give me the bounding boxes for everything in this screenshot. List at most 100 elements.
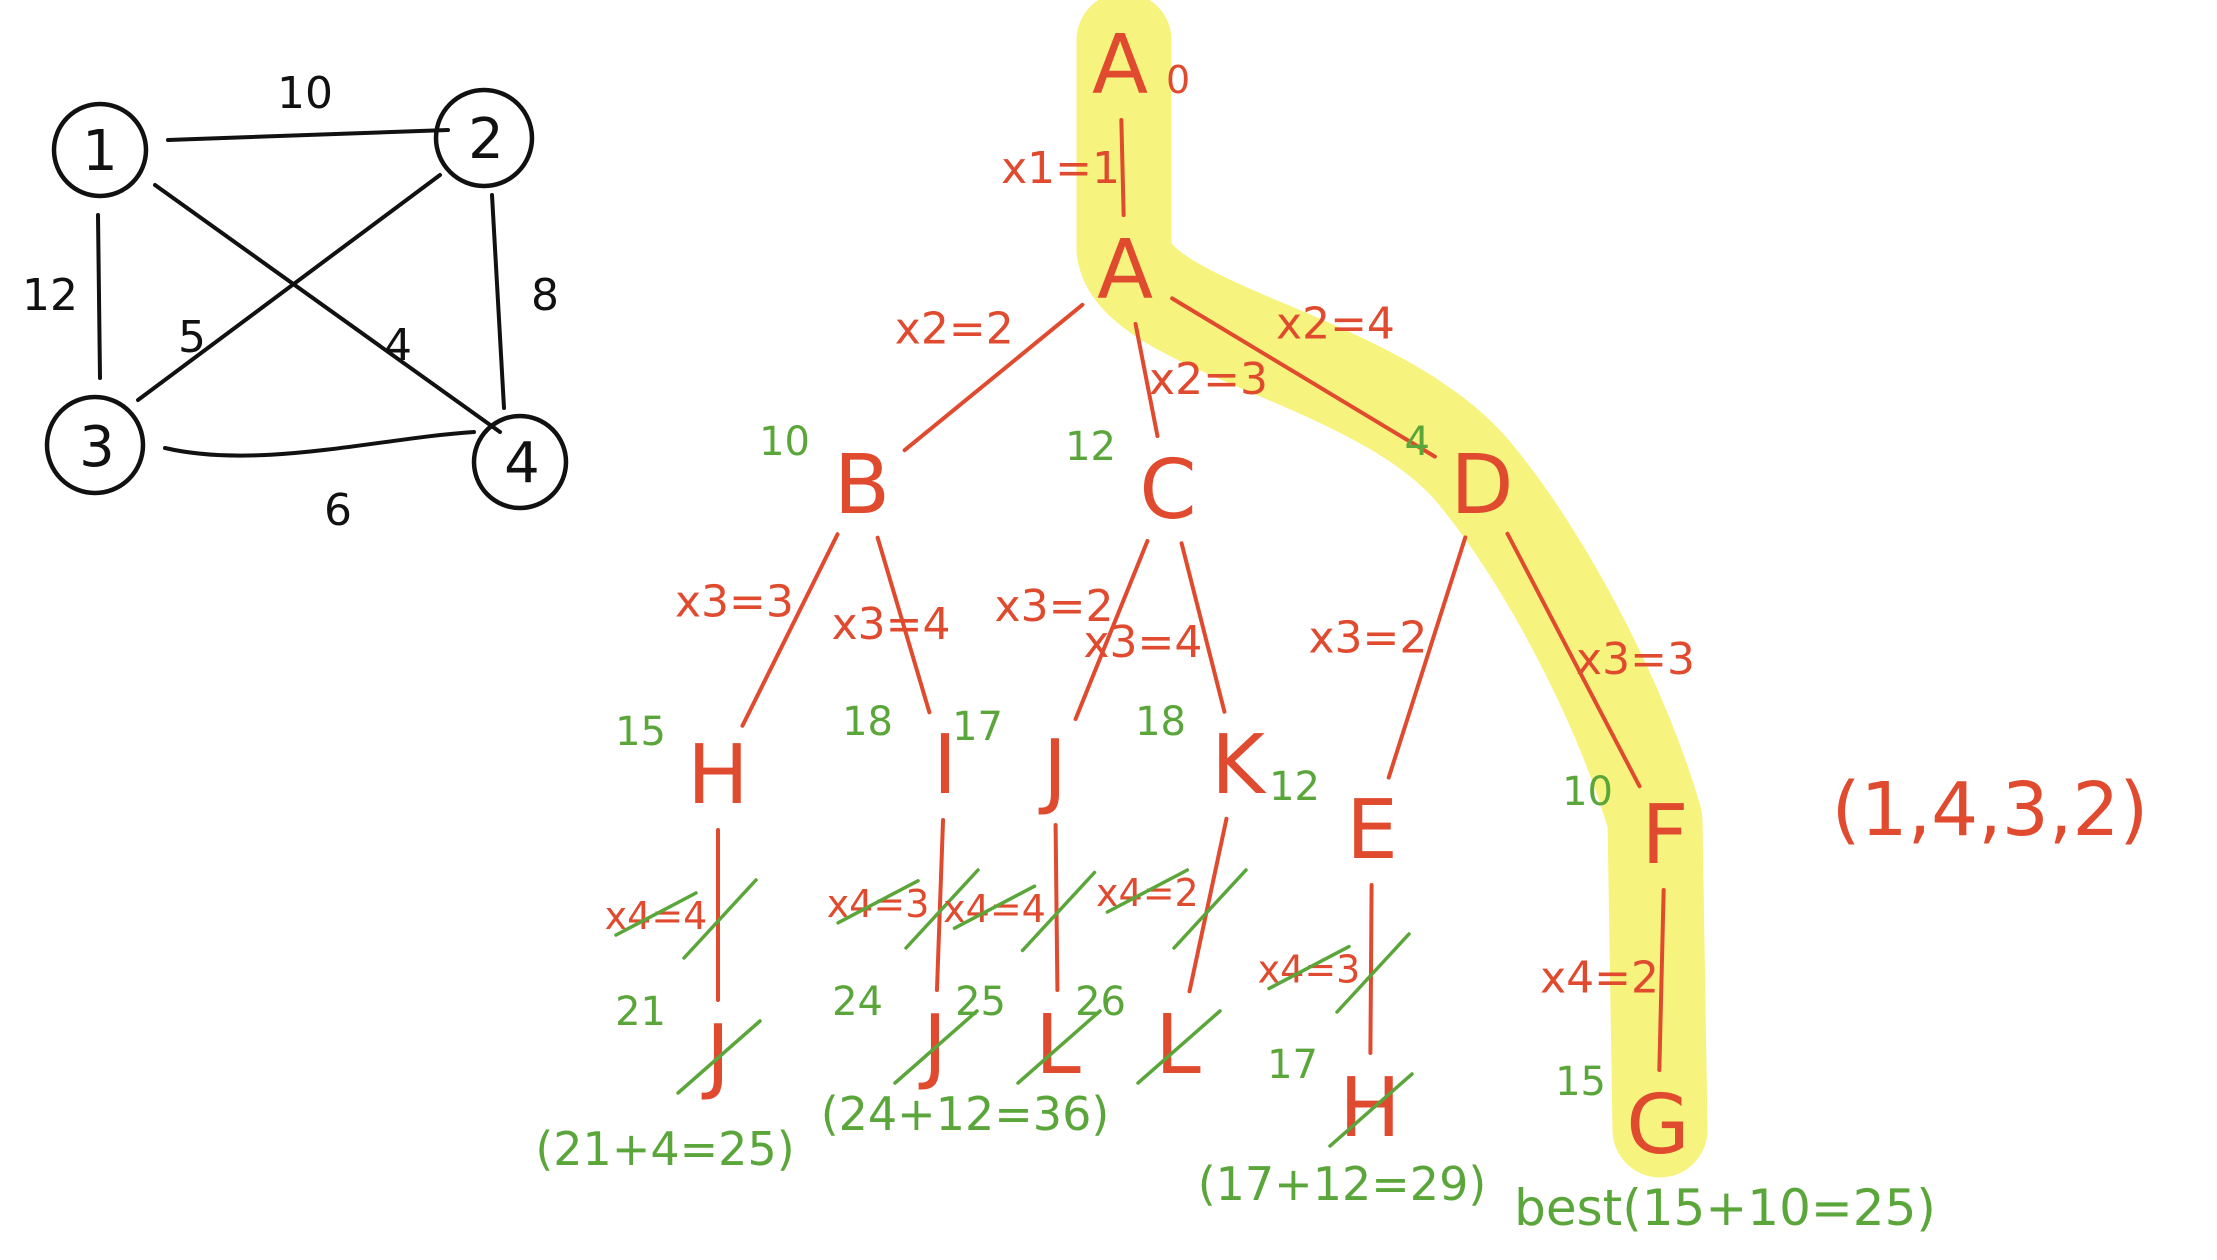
tree-node-bound-J3: 24 (832, 979, 883, 1025)
tree-node-bound-H2: 17 (1267, 1042, 1318, 1088)
tree-edge-E-H2 (1368, 882, 1374, 1056)
tree-node-bound-C: 12 (1065, 424, 1116, 470)
leaf-cost-G: best(15+10=25) (1514, 1179, 1936, 1237)
tree-node-bound-L2: 26 (1075, 979, 1126, 1025)
tree-edge-A-C (1133, 321, 1160, 439)
tree-edges: x1=1x2=2x2=3x2=4x3=3 x3=4 x3=2x3=4 x3=2 x3=3… (605, 117, 1695, 1073)
optimal-tour-answer: (1,4,3,2) (1832, 767, 2149, 853)
prune-node-mark-L2 (1136, 1009, 1222, 1085)
graph-weight-2-3: 5 (178, 312, 206, 363)
tree-node-bound-K: 18 (1135, 699, 1186, 745)
tree-node-K: K (1211, 718, 1267, 813)
graph-vertex-4-label: 4 (504, 431, 540, 496)
tree-edge-label-B-H1: x3=3 (675, 576, 794, 627)
tree-node-F: F (1641, 788, 1688, 883)
tree-edge-label-A0-A: x1=1 (1001, 143, 1120, 194)
prune-node-mark-H2 (1328, 1072, 1414, 1148)
tree-edge-A-B (902, 302, 1085, 453)
graph-edge-3-4 (163, 430, 476, 458)
tree-node-bound-J2: 21 (615, 989, 666, 1035)
tree-edge-D-E (1386, 535, 1468, 780)
tree-edge-label-A-C: x2=3 (1149, 354, 1268, 405)
tree-node-A0: A (1092, 18, 1148, 113)
graph-vertex-2-label: 2 (468, 107, 504, 172)
tree-node-bound-E: 12 (1269, 764, 1320, 810)
tree-node-bound-D: 4 (1405, 419, 1430, 465)
tree-node-bound-G: 15 (1555, 1059, 1606, 1105)
tree-node-H2: H (1339, 1061, 1401, 1156)
tree-node-bound-F: 10 (1562, 769, 1613, 815)
prune-label-mark-J1-L1 (952, 884, 1037, 930)
tree-node-bound-J1: 17 (952, 704, 1003, 750)
tree-edge-J1-L1 (1053, 822, 1060, 993)
tree-edge-label-D-E: x3=2 (1308, 613, 1427, 664)
prune-mark-H1-J2 (682, 878, 758, 960)
tree-node-subscript-A0: 0 (1166, 58, 1190, 102)
tree-node-bound-B: 10 (759, 419, 810, 465)
tree-node-C: C (1139, 443, 1196, 538)
leaf-cost-J2: (21+4=25) (535, 1122, 794, 1176)
graph-vertex-1 (51, 101, 149, 199)
graph-weight-1-3: 12 (22, 270, 78, 321)
tree-node-J1: J (1038, 723, 1067, 818)
prune-node-mark-L1 (1016, 1009, 1102, 1085)
tree-edge-C-J1 (1073, 539, 1150, 721)
tree-edge-B-I (875, 535, 932, 715)
graph-vertex-2 (433, 87, 535, 189)
prune-label-mark-K-L2 (1105, 868, 1190, 914)
graph-edge-1-4 (153, 183, 502, 434)
prune-label-mark-H1-J2 (614, 891, 698, 937)
tree-edge-A0-A (1119, 117, 1126, 218)
tree-edge-label-C-J1: x3=2 (995, 581, 1114, 632)
tree-edge-D-F (1505, 531, 1642, 789)
tree-node-J2: J (701, 1008, 730, 1103)
weighted-graph: 1 2 3 4 10 12 8 6 5 4 (22, 68, 569, 536)
prune-label-mark-E-H2 (1267, 944, 1351, 991)
graph-edge-2-3 (136, 173, 442, 402)
tree-edge-label-B-I: x3=4 (832, 599, 951, 650)
tree-node-B: B (834, 438, 890, 533)
leaf-cost-J3: (24+12=36) (821, 1087, 1110, 1141)
leaf-cost-H2: (17+12=29) (1198, 1157, 1487, 1211)
tree-edge-C-K (1179, 541, 1227, 714)
tree-node-E: E (1346, 783, 1398, 878)
tree-node-H1: H (687, 728, 749, 823)
tree-edge-label-C-K: x3=4 (1083, 617, 1202, 668)
graph-vertex-4 (471, 413, 569, 511)
tree-edge-label-A-D: x2=4 (1276, 298, 1395, 349)
graph-vertex-3 (44, 394, 146, 496)
tree-node-D: D (1450, 438, 1513, 533)
graph-weight-3-4: 6 (324, 485, 352, 536)
graph-weight-2-4: 8 (531, 270, 559, 321)
graph-vertex-1-label: 1 (82, 119, 118, 184)
tree-node-G: G (1626, 1078, 1690, 1173)
tree-edge-K-L2 (1187, 816, 1229, 994)
graph-weight-1-4: 4 (384, 320, 412, 371)
tree-edge-F-G (1657, 887, 1666, 1073)
prune-mark-I-J3 (904, 868, 980, 950)
graph-edge-1-3 (96, 213, 102, 380)
prune-node-mark-J3 (893, 1009, 979, 1085)
prune-node-mark-J2 (676, 1019, 762, 1095)
tree-node-A: A (1097, 223, 1153, 318)
tree-node-bound-H1: 15 (615, 709, 666, 755)
prune-label-mark-I-J3 (836, 879, 920, 925)
tree-edge-label-F-G: x4=2 (1540, 953, 1659, 1004)
tree-node-J3: J (918, 998, 947, 1093)
tree-edge-A-D (1170, 296, 1437, 459)
prune-mark-J1-L1 (1020, 870, 1097, 953)
tree-node-bound-L1: 25 (955, 979, 1006, 1025)
graph-weight-1-2: 10 (277, 68, 333, 119)
tree-node-bound-I: 18 (842, 699, 893, 745)
graph-edge-1-2 (166, 128, 450, 142)
tree-edge-B-H1 (740, 532, 840, 728)
best-path-highlight (1076, 0, 1708, 1178)
search-tree: x1=1x2=2x2=3x2=4x3=3 x3=4 x3=2x3=4 x3=2 x3=3… (605, 18, 1695, 1173)
tree-edge-I-J3 (934, 817, 946, 993)
tree-edge-label-A-B: x2=2 (895, 303, 1014, 354)
graph-edge-2-4 (490, 193, 506, 410)
graph-vertex-3-label: 3 (79, 415, 115, 480)
tree-node-I: I (933, 718, 957, 813)
